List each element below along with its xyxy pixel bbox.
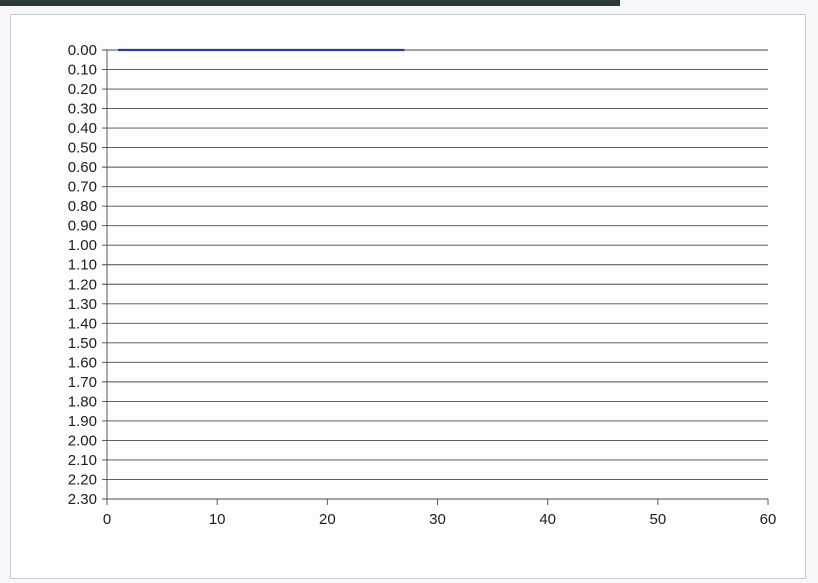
y-tick-label: 1.70 xyxy=(68,374,97,391)
y-tick-label: 1.60 xyxy=(68,354,97,371)
x-tick-label: 50 xyxy=(649,511,666,528)
y-tick-label: 2.30 xyxy=(68,491,97,508)
y-tick-label: 0.40 xyxy=(68,120,97,137)
y-tick-label: 0.20 xyxy=(68,81,97,98)
x-tick-label: 30 xyxy=(429,511,446,528)
grid-layer xyxy=(102,49,768,500)
y-tick-label: 2.20 xyxy=(68,471,97,488)
y-tick-label: 1.50 xyxy=(68,335,97,352)
y-tick-label: 1.30 xyxy=(68,296,97,313)
y-tick-label: 0.30 xyxy=(68,101,97,118)
axis-layer: 0.00 0.10 0.20 0.30 0.40 0.50 0.60 0.70 0.80 0.90… xyxy=(68,42,777,528)
y-tick-label: 0.00 xyxy=(68,42,97,59)
top-border-strip xyxy=(0,0,620,6)
x-tick-label: 20 xyxy=(319,511,336,528)
x-tick-label: 10 xyxy=(209,511,226,528)
x-tick-label: 40 xyxy=(539,511,556,528)
y-tick-label: 1.90 xyxy=(68,413,97,430)
y-tick-label: 2.10 xyxy=(68,452,97,469)
y-tick-label: 0.10 xyxy=(68,62,97,79)
y-tick-label: 0.50 xyxy=(68,140,97,157)
y-tick-label: 1.10 xyxy=(68,257,97,274)
y-tick-label: 0.90 xyxy=(68,218,97,235)
y-tick-label: 1.00 xyxy=(68,237,97,254)
y-tick-label: 1.20 xyxy=(68,276,97,293)
x-tick-label: 60 xyxy=(760,511,777,528)
y-tick-label: 1.40 xyxy=(68,315,97,332)
y-tick-label: 1.80 xyxy=(68,393,97,410)
y-tick-label: 0.70 xyxy=(68,179,97,196)
x-tick-label: 0 xyxy=(103,511,111,528)
y-tick-label: 2.00 xyxy=(68,432,97,449)
y-tick-label: 0.80 xyxy=(68,198,97,215)
y-tick-label: 0.60 xyxy=(68,159,97,176)
